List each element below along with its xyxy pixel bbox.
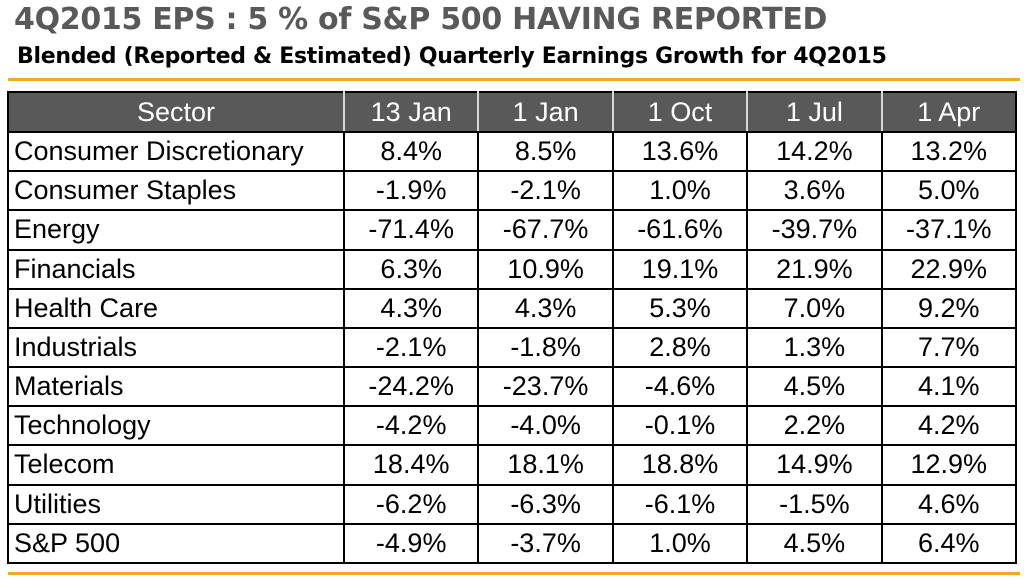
growth-value-cell: -24.2% bbox=[342, 366, 480, 408]
growth-value-cell: 18.4% bbox=[342, 444, 480, 486]
growth-value-cell: 18.8% bbox=[611, 444, 749, 486]
growth-value-cell: 14.2% bbox=[746, 130, 883, 173]
growth-value-cell: 4.5% bbox=[746, 366, 883, 408]
growth-value-cell: -67.7% bbox=[477, 209, 614, 251]
growth-value-cell: 14.9% bbox=[746, 444, 883, 486]
table-row: Technology -4.2% -4.0% -0.1% 2.2% 4.2% bbox=[7, 405, 1017, 447]
growth-value-cell: 5.3% bbox=[611, 287, 749, 329]
growth-value-cell: 4.3% bbox=[477, 287, 614, 329]
growth-value-cell: -0.1% bbox=[611, 405, 749, 447]
growth-value-cell: 7.7% bbox=[880, 326, 1017, 369]
growth-value-cell: 6.4% bbox=[880, 522, 1017, 565]
growth-value-cell: 9.2% bbox=[880, 287, 1017, 329]
growth-value-cell: 18.1% bbox=[477, 444, 614, 486]
growth-value-cell: -6.1% bbox=[611, 483, 749, 525]
growth-value-cell: -4.2% bbox=[342, 405, 480, 447]
sector-name-cell: Telecom bbox=[7, 444, 345, 486]
header-cell-1-jan: 1 Jan bbox=[477, 91, 614, 133]
growth-value-cell: -6.2% bbox=[342, 483, 480, 525]
growth-value-cell: 3.6% bbox=[746, 170, 883, 212]
growth-value-cell: 6.3% bbox=[342, 248, 480, 290]
header-row: Sector 13 Jan 1 Jan 1 Oct 1 Jul 1 Apr bbox=[7, 91, 1017, 133]
growth-value-cell: -1.5% bbox=[746, 483, 883, 525]
growth-value-cell: -4.0% bbox=[477, 405, 614, 447]
sector-name-cell: Financials bbox=[7, 248, 345, 290]
growth-value-cell: 4.1% bbox=[880, 366, 1017, 408]
growth-value-cell: 10.9% bbox=[477, 248, 614, 290]
table-row: Consumer Discretionary 8.4% 8.5% 13.6% 14.2%… bbox=[7, 130, 1017, 173]
header-cell-sector: Sector bbox=[7, 91, 345, 133]
sector-name-cell: Energy bbox=[7, 209, 345, 251]
table-row: Industrials -2.1% -1.8% 2.8% 1.3% 7.7% bbox=[7, 326, 1017, 369]
table-row: S&P 500 -4.9% -3.7% 1.0% 4.5% 6.4% bbox=[7, 522, 1017, 565]
growth-value-cell: -2.1% bbox=[342, 326, 480, 369]
growth-value-cell: -6.3% bbox=[477, 483, 614, 525]
table-row: Materials -24.2% -23.7% -4.6% 4.5% 4.1% bbox=[7, 366, 1017, 408]
growth-value-cell: -4.6% bbox=[611, 366, 749, 408]
table-header: Sector 13 Jan 1 Jan 1 Oct 1 Jul 1 Apr bbox=[7, 91, 1017, 133]
top-accent-rule bbox=[8, 78, 1020, 81]
growth-value-cell: 4.2% bbox=[880, 405, 1017, 447]
sector-name-cell: Consumer Discretionary bbox=[7, 130, 345, 173]
table-body: Consumer Discretionary 8.4% 8.5% 13.6% 14.2%… bbox=[7, 130, 1017, 565]
growth-value-cell: 12.9% bbox=[880, 444, 1017, 486]
growth-value-cell: 19.1% bbox=[611, 248, 749, 290]
sector-name-cell: Technology bbox=[7, 405, 345, 447]
growth-value-cell: -39.7% bbox=[746, 209, 883, 251]
page-subtitle: Blended (Reported & Estimated) Quarterly… bbox=[17, 44, 887, 69]
table-row: Health Care 4.3% 4.3% 5.3% 7.0% 9.2% bbox=[7, 287, 1017, 329]
table-row: Consumer Staples -1.9% -2.1% 1.0% 3.6% 5.0% bbox=[7, 170, 1017, 212]
growth-value-cell: -23.7% bbox=[477, 366, 614, 408]
growth-value-cell: 1.0% bbox=[611, 170, 749, 212]
sector-name-cell: Consumer Staples bbox=[7, 170, 345, 212]
table-row: Energy -71.4% -67.7% -61.6% -39.7% -37.1% bbox=[7, 209, 1017, 251]
growth-value-cell: -37.1% bbox=[880, 209, 1017, 251]
growth-value-cell: -71.4% bbox=[342, 209, 480, 251]
sector-name-cell: Materials bbox=[7, 366, 345, 408]
growth-value-cell: 5.0% bbox=[880, 170, 1017, 212]
table-row: Financials 6.3% 10.9% 19.1% 21.9% 22.9% bbox=[7, 248, 1017, 290]
growth-value-cell: 4.3% bbox=[342, 287, 480, 329]
growth-value-cell: 7.0% bbox=[746, 287, 883, 329]
header-cell-1-apr: 1 Apr bbox=[880, 91, 1017, 133]
earnings-growth-table: Sector 13 Jan 1 Jan 1 Oct 1 Jul 1 Apr Co… bbox=[7, 91, 1017, 565]
header-cell-1-jul: 1 Jul bbox=[746, 91, 883, 133]
table-row: Utilities -6.2% -6.3% -6.1% -1.5% 4.6% bbox=[7, 483, 1017, 525]
sector-name-cell: Industrials bbox=[7, 326, 345, 369]
growth-value-cell: 22.9% bbox=[880, 248, 1017, 290]
growth-value-cell: 2.2% bbox=[746, 405, 883, 447]
page-title: 4Q2015 EPS : 5 % of S&P 500 HAVING REPOR… bbox=[14, 2, 828, 37]
growth-value-cell: 13.2% bbox=[880, 130, 1017, 173]
growth-value-cell: -3.7% bbox=[477, 522, 614, 565]
sector-name-cell: S&P 500 bbox=[7, 522, 345, 565]
growth-value-cell: 2.8% bbox=[611, 326, 749, 369]
growth-value-cell: 1.0% bbox=[611, 522, 749, 565]
table-row: Telecom 18.4% 18.1% 18.8% 14.9% 12.9% bbox=[7, 444, 1017, 486]
sector-name-cell: Utilities bbox=[7, 483, 345, 525]
growth-value-cell: 1.3% bbox=[746, 326, 883, 369]
sector-name-cell: Health Care bbox=[7, 287, 345, 329]
header-cell-13-jan: 13 Jan bbox=[342, 91, 480, 133]
bottom-accent-rule bbox=[8, 572, 1020, 575]
growth-value-cell: 13.6% bbox=[611, 130, 749, 173]
growth-value-cell: 4.6% bbox=[880, 483, 1017, 525]
growth-value-cell: -1.9% bbox=[342, 170, 480, 212]
growth-value-cell: -4.9% bbox=[342, 522, 480, 565]
growth-value-cell: -1.8% bbox=[477, 326, 614, 369]
growth-value-cell: 8.5% bbox=[477, 130, 614, 173]
growth-value-cell: -2.1% bbox=[477, 170, 614, 212]
growth-value-cell: 4.5% bbox=[746, 522, 883, 565]
growth-value-cell: 21.9% bbox=[746, 248, 883, 290]
growth-value-cell: 8.4% bbox=[342, 130, 480, 173]
growth-value-cell: -61.6% bbox=[611, 209, 749, 251]
header-cell-1-oct: 1 Oct bbox=[611, 91, 749, 133]
